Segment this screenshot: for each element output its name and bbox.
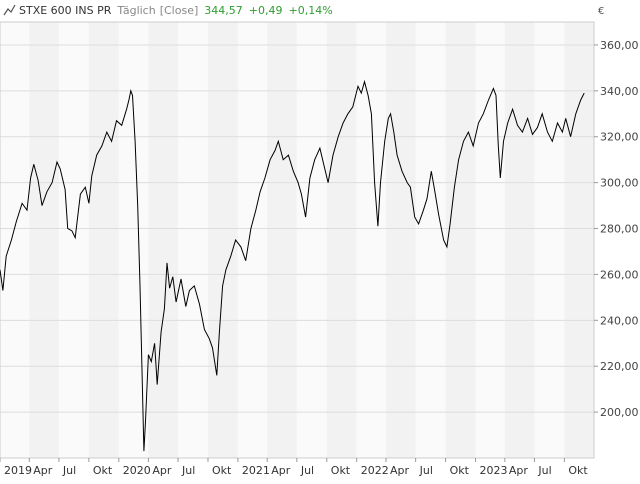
chart-header: STXE 600 INS PR Täglich [Close] 344,57 +… (3, 4, 333, 17)
interval-label: Täglich (116, 4, 155, 17)
date-band (475, 22, 505, 458)
x-tick-label: Apr (390, 464, 410, 477)
date-band (178, 22, 208, 458)
x-tick-label: Okt (568, 464, 588, 477)
x-tick-label: 2022 (361, 464, 389, 477)
date-band (237, 22, 268, 458)
x-tick-label: Jul (181, 464, 195, 477)
date-band (326, 22, 357, 458)
date-band (88, 22, 119, 458)
date-band (58, 22, 89, 458)
y-tick-label: 320,00 (600, 131, 639, 144)
date-band (564, 22, 594, 458)
x-tick-label: 2019 (4, 464, 32, 477)
date-band (267, 22, 297, 458)
y-axis: 200,00 220,00 240,00 260,00 280,00 300,00 320,… (594, 39, 639, 419)
x-axis: 2019 Apr Jul Okt 2020 Apr Jul Okt 2021 Apr Jul Okt 2… (0, 458, 588, 477)
y-tick-label: 200,00 (600, 406, 639, 419)
y-tick-label: 220,00 (600, 360, 639, 373)
x-tick-label: Apr (509, 464, 529, 477)
price-change: +0,49 (249, 4, 283, 17)
y-tick-label: 260,00 (600, 268, 639, 281)
x-tick-label: Okt (212, 464, 232, 477)
y-tick-label: 300,00 (600, 177, 639, 190)
date-band (415, 22, 446, 458)
line-chart-icon (3, 4, 16, 16)
x-tick-label: Jul (537, 464, 551, 477)
x-tick-label: Okt (93, 464, 113, 477)
date-bands (0, 22, 594, 458)
date-band (148, 22, 179, 458)
price-change-percent: +0,14% (288, 4, 332, 17)
horizontal-gridlines (0, 44, 594, 413)
x-tick-label: Jul (419, 464, 433, 477)
price-type-label: [Close] (160, 4, 199, 17)
y-tick-label: 240,00 (600, 314, 639, 327)
x-tick-label: Apr (152, 464, 172, 477)
x-tick-label: Jul (62, 464, 76, 477)
x-tick-label: 2021 (242, 464, 270, 477)
last-price: 344,57 (204, 4, 243, 17)
x-tick-label: Jul (300, 464, 314, 477)
x-tick-label: Okt (450, 464, 470, 477)
date-band (534, 22, 565, 458)
date-band (296, 22, 327, 458)
x-tick-label: 2020 (123, 464, 151, 477)
date-band (386, 22, 416, 458)
date-band (504, 22, 535, 458)
x-tick-label: Okt (331, 464, 351, 477)
x-tick-label: Apr (33, 464, 53, 477)
x-tick-label: 2023 (480, 464, 508, 477)
date-band (207, 22, 238, 458)
date-band (0, 22, 30, 458)
y-tick-label: 340,00 (600, 85, 639, 98)
currency-label: € (598, 6, 604, 17)
y-tick-label: 360,00 (600, 39, 639, 52)
instrument-name: STXE 600 INS PR (19, 4, 112, 17)
date-band (356, 22, 387, 458)
date-band (29, 22, 59, 458)
date-band (445, 22, 476, 458)
date-band (118, 22, 149, 458)
x-tick-label: Apr (271, 464, 291, 477)
y-tick-label: 280,00 (600, 223, 639, 236)
price-series-line (0, 79, 585, 452)
